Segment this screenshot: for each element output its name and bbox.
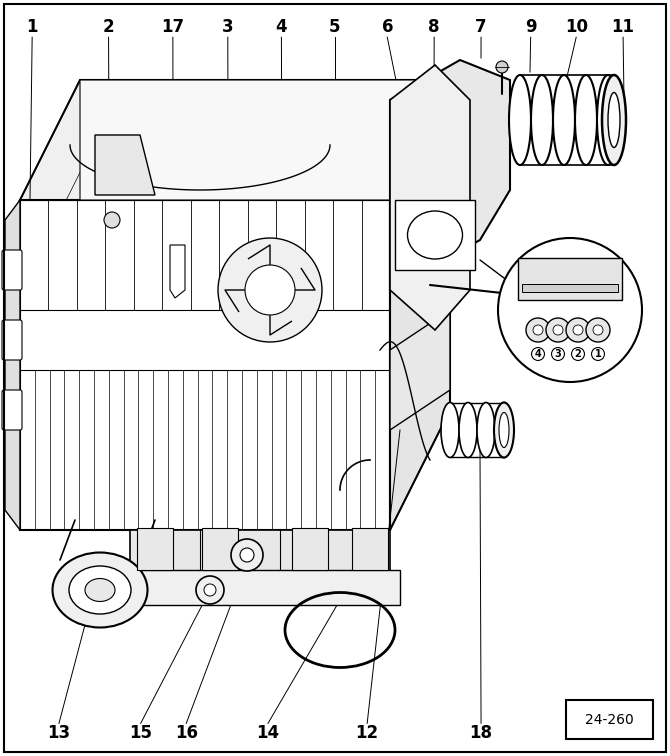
Bar <box>566 700 653 739</box>
FancyBboxPatch shape <box>2 320 22 360</box>
Circle shape <box>593 325 603 335</box>
Ellipse shape <box>477 402 495 457</box>
Circle shape <box>231 539 263 571</box>
Bar <box>395 200 475 270</box>
Ellipse shape <box>531 75 553 165</box>
Bar <box>518 258 622 300</box>
Text: 10: 10 <box>565 18 588 36</box>
Text: 9: 9 <box>525 18 537 36</box>
Text: 2: 2 <box>575 349 582 359</box>
Text: 3: 3 <box>222 18 234 36</box>
Ellipse shape <box>441 402 459 457</box>
Text: 24-260: 24-260 <box>586 713 634 727</box>
Polygon shape <box>390 310 450 430</box>
Text: 16: 16 <box>175 724 198 742</box>
Circle shape <box>240 548 254 562</box>
Polygon shape <box>80 80 450 200</box>
Polygon shape <box>292 528 328 570</box>
Ellipse shape <box>495 402 513 457</box>
Text: 3: 3 <box>555 349 561 359</box>
Circle shape <box>104 212 120 228</box>
Text: 4: 4 <box>275 18 287 36</box>
Circle shape <box>546 318 570 342</box>
Text: 17: 17 <box>161 18 184 36</box>
Ellipse shape <box>602 75 626 165</box>
Circle shape <box>586 318 610 342</box>
Polygon shape <box>130 530 390 580</box>
Polygon shape <box>390 60 510 290</box>
Text: 6: 6 <box>381 18 393 36</box>
Circle shape <box>245 265 295 315</box>
Ellipse shape <box>509 75 531 165</box>
Text: 13: 13 <box>48 724 70 742</box>
Text: 8: 8 <box>428 18 440 36</box>
Polygon shape <box>137 528 173 570</box>
Circle shape <box>498 238 642 382</box>
Ellipse shape <box>494 402 514 457</box>
Ellipse shape <box>459 402 477 457</box>
Text: 4: 4 <box>535 349 541 359</box>
Text: 7: 7 <box>475 18 487 36</box>
Circle shape <box>496 61 508 73</box>
FancyBboxPatch shape <box>2 250 22 290</box>
Ellipse shape <box>597 75 619 165</box>
Polygon shape <box>170 245 185 298</box>
Circle shape <box>218 238 322 342</box>
Ellipse shape <box>499 413 509 448</box>
Text: 14: 14 <box>257 724 279 742</box>
Text: 12: 12 <box>356 724 379 742</box>
Circle shape <box>553 325 563 335</box>
Circle shape <box>566 318 590 342</box>
Polygon shape <box>5 200 20 530</box>
Text: 18: 18 <box>470 724 492 742</box>
Circle shape <box>196 576 224 604</box>
Polygon shape <box>390 65 470 330</box>
Text: 1: 1 <box>26 18 38 36</box>
Circle shape <box>526 318 550 342</box>
Polygon shape <box>20 200 390 530</box>
Ellipse shape <box>407 211 462 259</box>
Polygon shape <box>390 80 450 530</box>
Polygon shape <box>352 528 388 570</box>
Text: 15: 15 <box>129 724 152 742</box>
Ellipse shape <box>608 92 620 147</box>
Polygon shape <box>202 528 238 570</box>
Polygon shape <box>95 135 155 195</box>
Text: 5: 5 <box>329 18 341 36</box>
Ellipse shape <box>553 75 575 165</box>
Ellipse shape <box>52 553 147 627</box>
Polygon shape <box>120 570 400 605</box>
Ellipse shape <box>575 75 597 165</box>
Ellipse shape <box>85 578 115 602</box>
Circle shape <box>533 325 543 335</box>
Text: 2: 2 <box>103 18 115 36</box>
Ellipse shape <box>69 566 131 614</box>
Polygon shape <box>20 80 450 200</box>
FancyBboxPatch shape <box>2 390 22 430</box>
Circle shape <box>573 325 583 335</box>
Bar <box>522 284 618 292</box>
Text: 1: 1 <box>595 349 602 359</box>
Text: 11: 11 <box>612 18 634 36</box>
Circle shape <box>204 584 216 596</box>
